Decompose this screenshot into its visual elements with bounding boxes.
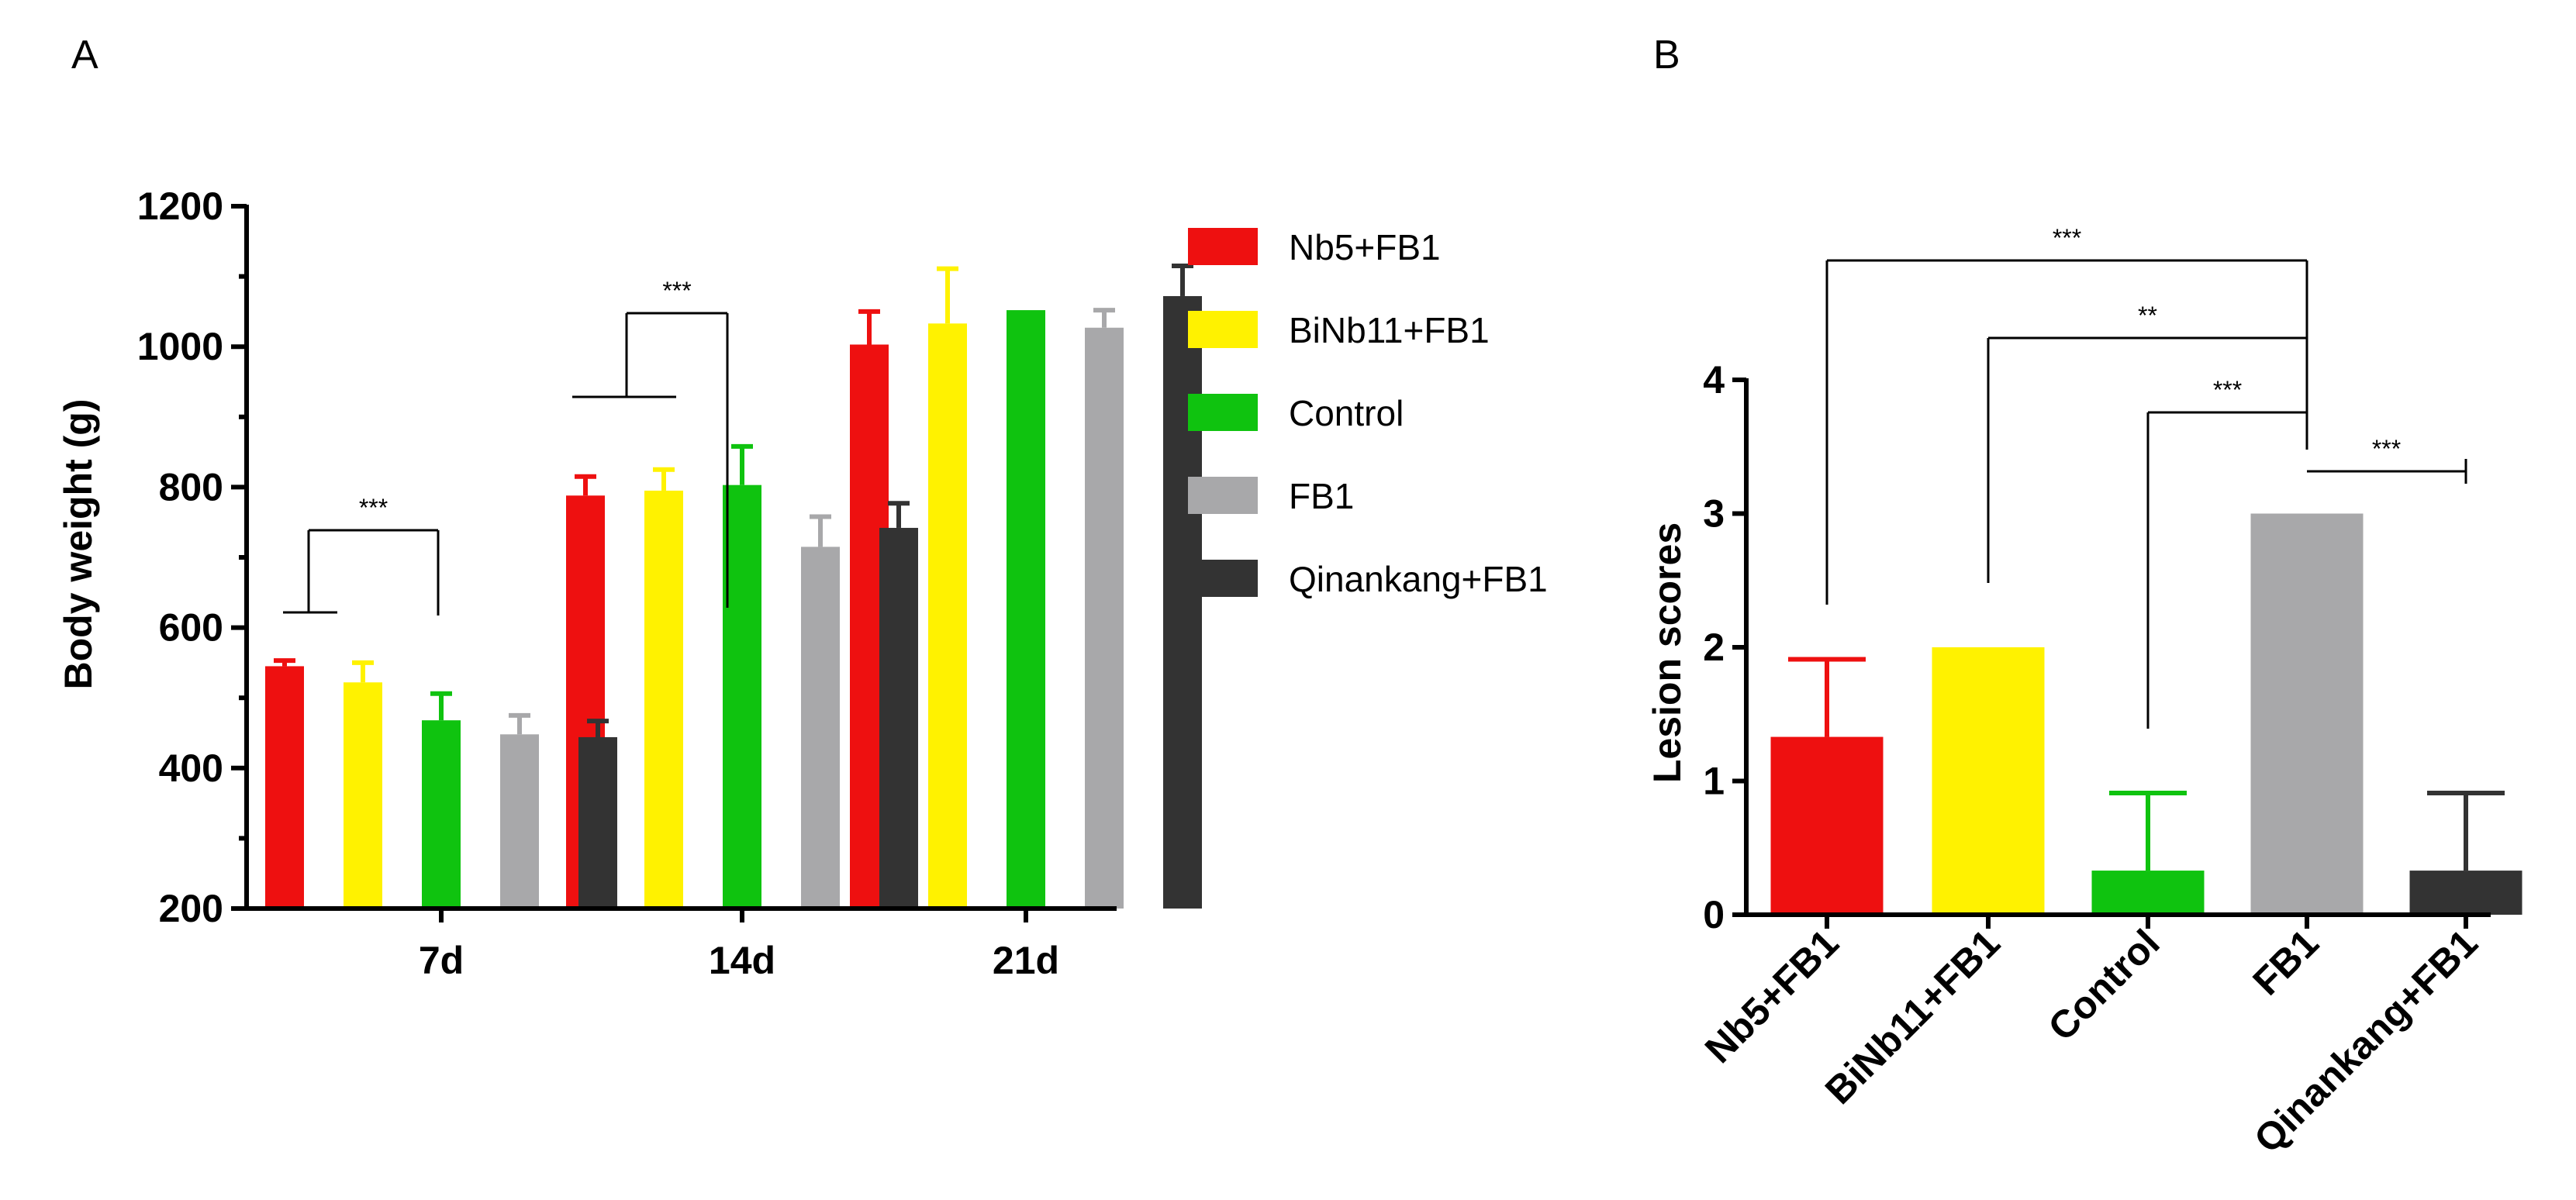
body-weight-significance: *** *** [283, 277, 729, 616]
legend-label-control: Control [1289, 393, 1404, 433]
legend-label-fb1: FB1 [1289, 476, 1354, 516]
sig-label-control-vs-fb1: *** [2213, 376, 2242, 404]
bar-fb1-14d [801, 547, 840, 909]
body-weight-bars [265, 264, 1202, 909]
y-tick-label-600: 600 [159, 606, 223, 650]
x-tick-label-nb5-fb1: Nb5+FB1 [1697, 921, 1847, 1071]
body-weight-y-ticks: 200 400 600 800 1000 1200 [137, 184, 247, 930]
legend-label-qinankang-fb1: Qinankang+FB1 [1289, 559, 1548, 599]
x-tick-label-21d: 21d [993, 939, 1059, 982]
sig-label-nb5-fb1-vs-fb1: *** [2053, 224, 2081, 252]
body-weight-y-axis-label: Body weight (g) [57, 399, 100, 690]
bar-nb5-fb1-7d [265, 666, 304, 909]
sig-label-binb11-fb1-vs-fb1: ** [2138, 302, 2157, 329]
legend-swatch-fb1 [1188, 477, 1258, 514]
y-tick-label-1000: 1000 [137, 325, 223, 368]
legend-swatch-binb11-fb1 [1188, 311, 1258, 348]
bar-nb5-fb1 [1770, 736, 1884, 915]
bar-control-7d [422, 720, 461, 909]
legend-label-nb5-fb1: Nb5+FB1 [1289, 227, 1441, 267]
bar-fb1-7d [500, 734, 539, 909]
legend-swatch-control [1188, 394, 1258, 431]
lesion-scores-y-ticks: 0 1 2 3 4 [1703, 358, 1746, 936]
y-tick-label-800: 800 [159, 465, 223, 509]
y-tick-label-1: 1 [1703, 760, 1725, 803]
bar-control-21d [1007, 310, 1045, 909]
legend-swatch-nb5-fb1 [1188, 228, 1258, 265]
bar-binb11-fb1-21d [928, 323, 967, 909]
x-tick-label-14d: 14d [709, 939, 775, 982]
lesion-scores-significance: *********** [1825, 224, 2467, 729]
y-tick-label-3: 3 [1703, 492, 1725, 536]
legend: Nb5+FB1 BiNb11+FB1 Control FB1 Qinankang+FB1 [1188, 227, 1548, 599]
body-weight-x-labels: 7d 14d 21d [419, 909, 1059, 982]
bar-qinankang-fb1-14d [879, 527, 918, 909]
y-tick-label-400: 400 [159, 747, 223, 790]
y-tick-label-4: 4 [1703, 358, 1725, 402]
sig-label-7d: *** [359, 494, 388, 522]
bar-binb11-fb1-14d [644, 490, 683, 909]
x-tick-label-binb11-fb1: BiNb11+FB1 [1817, 921, 2008, 1112]
body-weight-chart: 200 400 600 800 1000 1200 7d 14d 21d *** *** Bod… [57, 184, 1202, 982]
x-tick-label-control: Control [2040, 921, 2168, 1049]
bar-binb11-fb1-7d [344, 682, 382, 909]
legend-label-binb11-fb1: BiNb11+FB1 [1289, 310, 1490, 350]
legend-swatch-qinankang-fb1 [1188, 560, 1258, 597]
y-tick-label-2: 2 [1703, 626, 1725, 669]
lesion-scores-y-axis-label: Lesion scores [1645, 522, 1689, 783]
sig-label-14d: *** [662, 277, 691, 305]
y-tick-label-200: 200 [159, 887, 223, 930]
lesion-scores-bars [1770, 513, 2522, 915]
bar-qinankang-fb1-21d [1163, 295, 1202, 909]
bar-fb1 [2250, 513, 2364, 915]
bar-qinankang-fb1-7d [578, 736, 617, 909]
bar-binb11-fb1 [1932, 647, 2045, 915]
bar-qinankang-fb1 [2409, 871, 2522, 915]
bar-control-14d [723, 484, 761, 909]
bar-control [2091, 871, 2205, 915]
sig-label-fb1-vs-qinankang-fb1: *** [2372, 435, 2401, 463]
bar-fb1-21d [1085, 327, 1124, 909]
panel-a-letter: A [71, 33, 98, 78]
y-tick-label-0: 0 [1703, 893, 1725, 936]
x-tick-label-7d: 7d [419, 939, 464, 982]
y-tick-label-1200: 1200 [137, 184, 223, 228]
panel-b-letter: B [1653, 33, 1680, 78]
x-tick-label-fb1: FB1 [2244, 921, 2326, 1003]
